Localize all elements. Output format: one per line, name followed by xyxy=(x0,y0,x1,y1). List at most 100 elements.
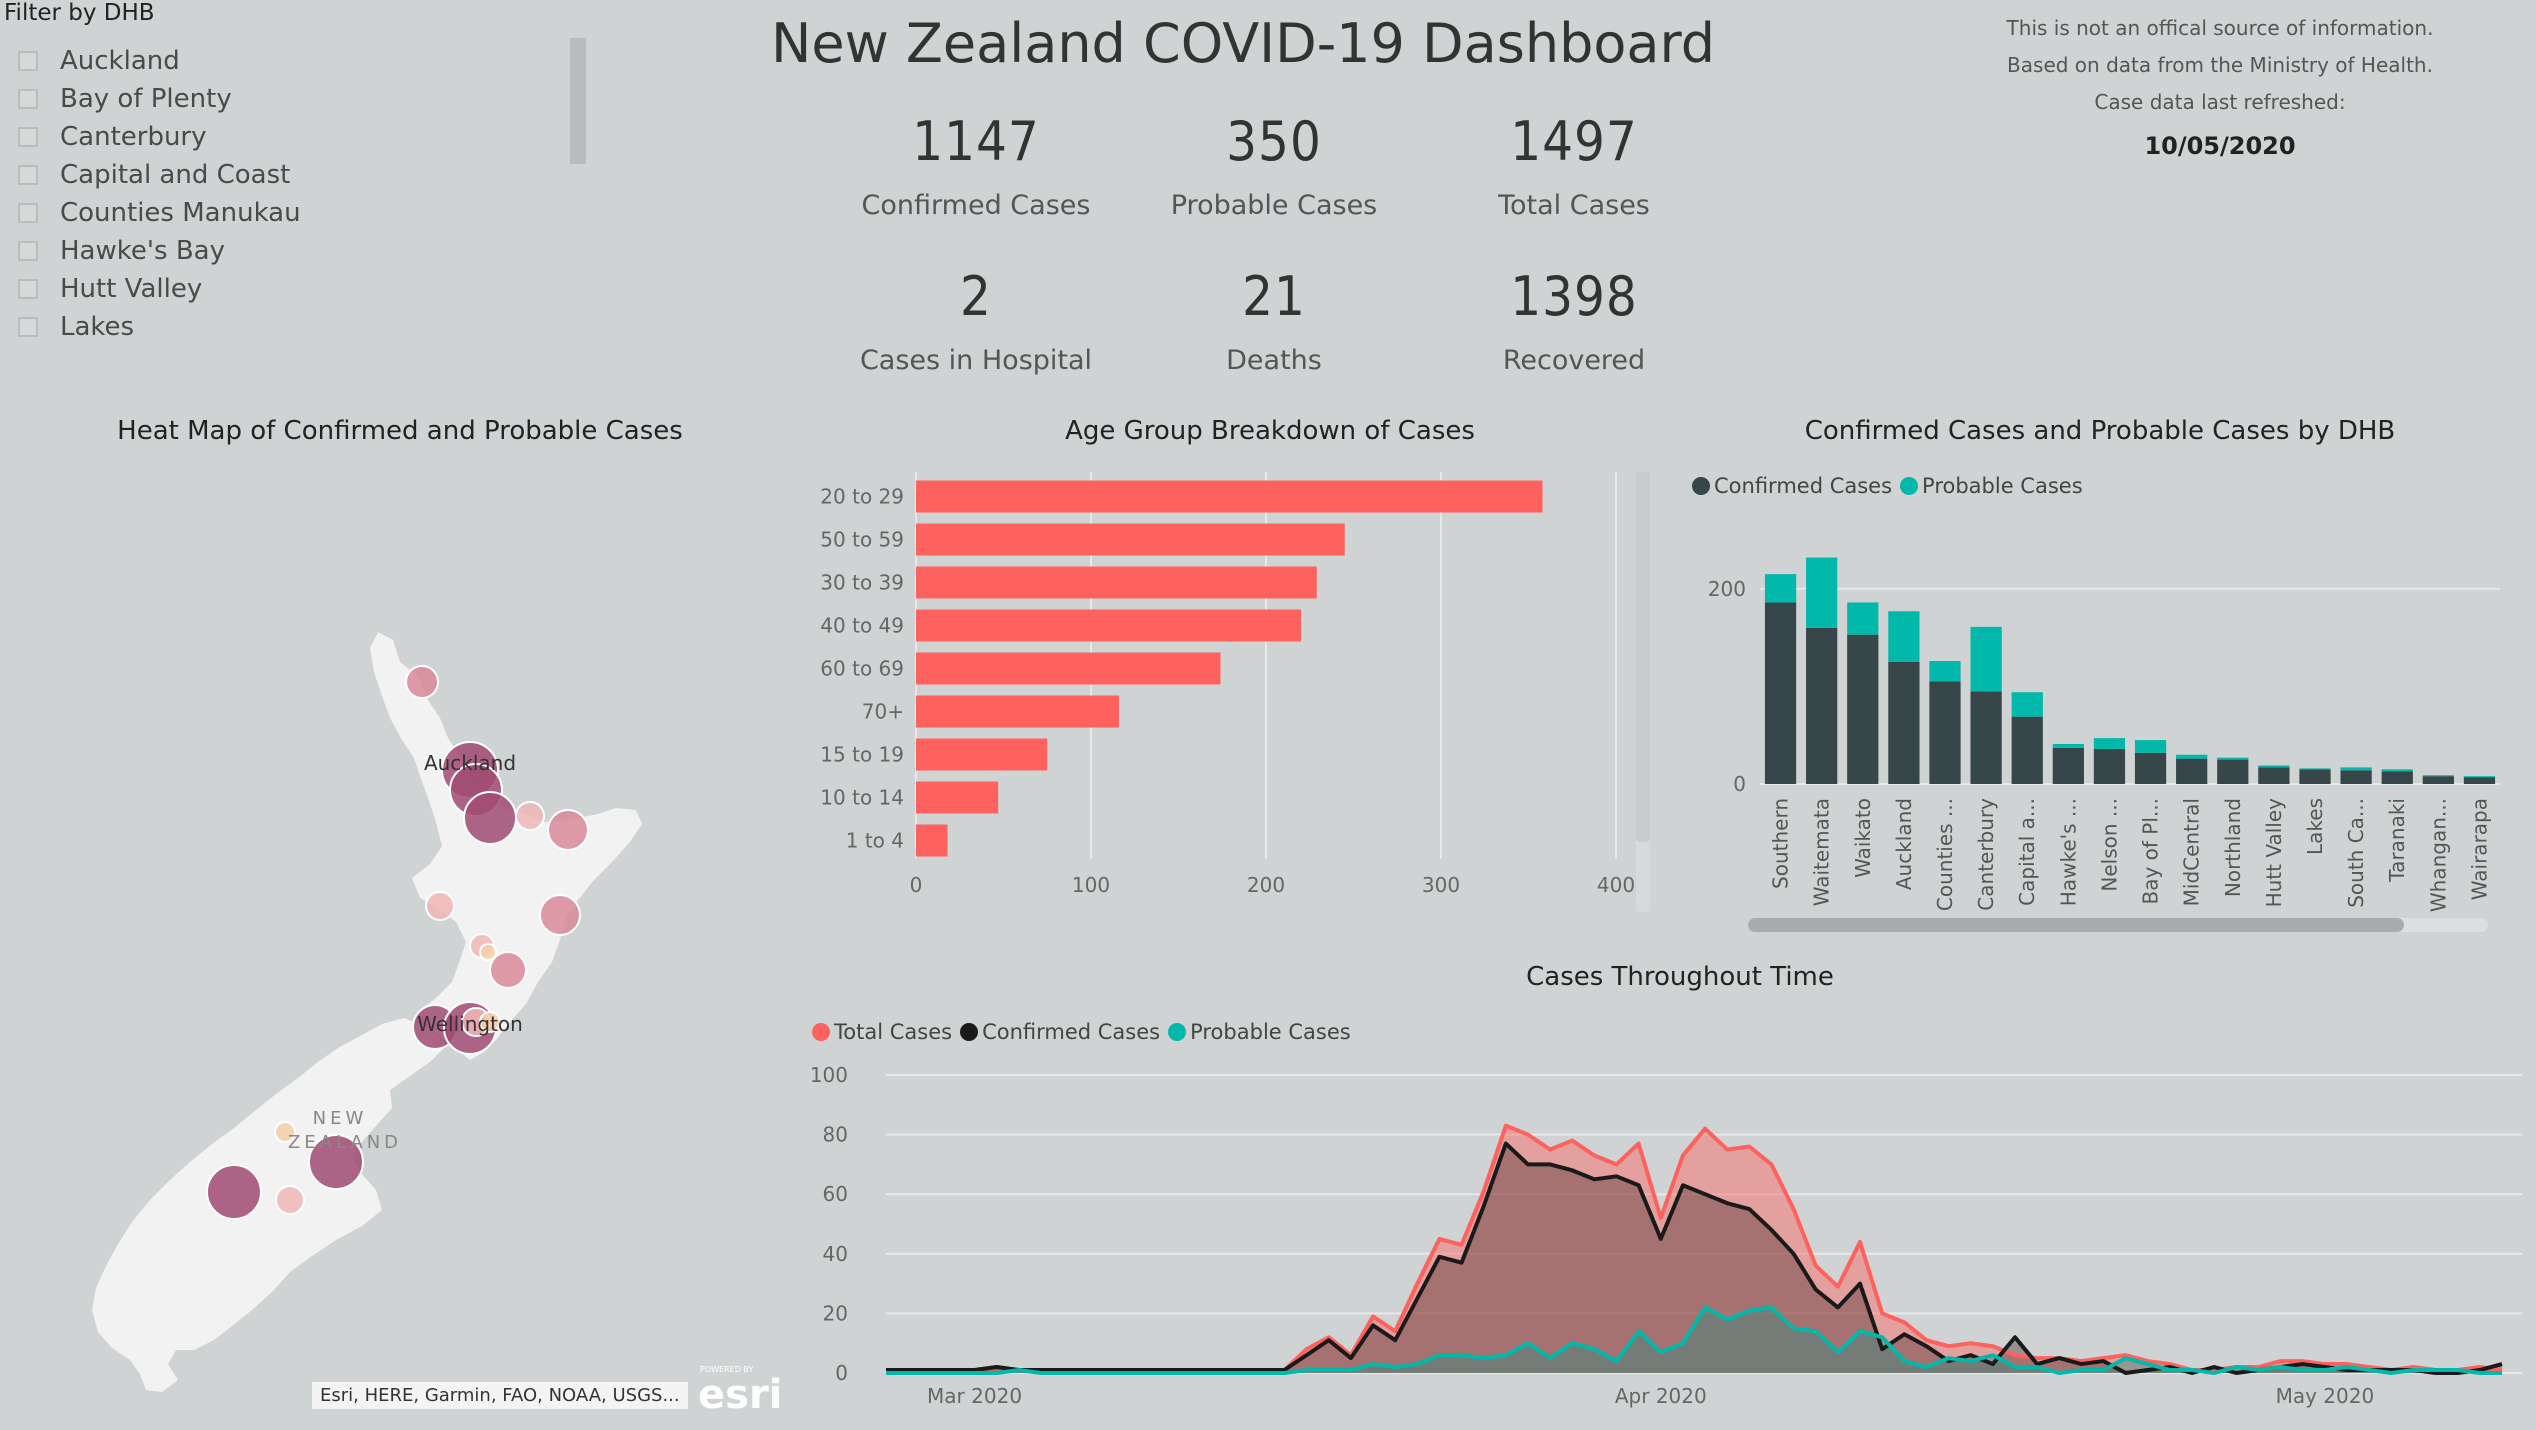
age-bar[interactable] xyxy=(916,566,1317,599)
slicer-item[interactable]: Bay of Plenty xyxy=(18,80,301,118)
age-bar[interactable] xyxy=(916,695,1119,728)
map-bubble[interactable] xyxy=(425,891,455,921)
dhb-bar-confirmed[interactable] xyxy=(1888,662,1920,784)
south-island-shape xyxy=(92,1018,446,1392)
map-bubble[interactable] xyxy=(539,894,581,936)
age-bar[interactable] xyxy=(916,609,1301,642)
map-bubble[interactable] xyxy=(547,809,589,851)
dhb-bar-probable[interactable] xyxy=(2422,775,2454,777)
slicer-checkbox[interactable] xyxy=(18,51,38,71)
age-bar[interactable] xyxy=(916,824,948,857)
dhb-bar-probable[interactable] xyxy=(1970,626,2002,692)
dhb-bar-probable[interactable] xyxy=(2381,769,2413,772)
dhb-slicer: Auckland Bay of Plenty Canterbury Capital a… xyxy=(18,42,301,346)
dhb-bar-probable[interactable] xyxy=(1888,611,1920,662)
dhb-bar-confirmed[interactable] xyxy=(1970,691,2002,784)
age-group-chart[interactable]: 20 to 29 50 to 59 30 to 39 40 to 49 60 to 69… xyxy=(790,460,1670,930)
dhb-bar-probable[interactable] xyxy=(2134,740,2167,753)
slicer-item[interactable]: Lakes xyxy=(18,308,301,346)
time-line-confirmed-cases[interactable] xyxy=(886,1141,2503,1375)
heat-map[interactable]: Auckland Wellington NEW ZEALAND xyxy=(0,600,800,1430)
dhb-category-label: Hutt Valley xyxy=(2262,798,2286,908)
dhb-bar-probable[interactable] xyxy=(2463,776,2496,778)
dhb-chart-legend: Confirmed Cases Probable Cases xyxy=(1692,474,2091,498)
dhb-bar-confirmed[interactable] xyxy=(2134,752,2167,784)
map-bubble[interactable] xyxy=(405,665,439,699)
age-bar[interactable] xyxy=(916,480,1543,513)
slicer-item[interactable]: Capital and Coast xyxy=(18,156,301,194)
slicer-checkbox[interactable] xyxy=(18,317,38,337)
map-bubble[interactable] xyxy=(308,1134,364,1190)
age-category-label: 50 to 59 xyxy=(820,528,904,552)
dhb-bar-confirmed[interactable] xyxy=(1929,681,1961,784)
dhb-bar-probable[interactable] xyxy=(1929,661,1961,682)
age-bar[interactable] xyxy=(916,652,1221,685)
dhb-bar-probable[interactable] xyxy=(2093,738,2126,749)
dhb-bar-confirmed[interactable] xyxy=(2422,776,2454,784)
slicer-checkbox[interactable] xyxy=(18,89,38,109)
age-bar[interactable] xyxy=(916,781,999,814)
dhb-bar-probable[interactable] xyxy=(1764,574,1797,603)
map-bubble[interactable] xyxy=(206,1164,262,1220)
map-bubble[interactable] xyxy=(275,1185,305,1215)
slicer-checkbox[interactable] xyxy=(18,203,38,223)
legend-probable[interactable]: Probable Cases xyxy=(1900,474,2083,498)
dhb-bar-confirmed[interactable] xyxy=(1806,627,1838,784)
dhb-bar-confirmed[interactable] xyxy=(2217,759,2249,784)
slicer-item[interactable]: Canterbury xyxy=(18,118,301,156)
dhb-bar-confirmed[interactable] xyxy=(2176,758,2208,784)
kpi-deaths-label: Deaths xyxy=(1226,345,1322,376)
slicer-scrollbar[interactable] xyxy=(570,38,586,164)
age-x-tick: 400 xyxy=(1597,873,1635,897)
dhb-bar-confirmed[interactable] xyxy=(2011,716,2043,784)
dhb-bar-probable[interactable] xyxy=(2299,768,2331,770)
time-area-total-cases xyxy=(886,1125,2502,1373)
dhb-bar-probable[interactable] xyxy=(2258,765,2290,768)
map-bubble[interactable] xyxy=(479,943,497,961)
slicer-item[interactable]: Hutt Valley xyxy=(18,270,301,308)
time-chart[interactable]: 0 20 40 60 80 100 Mar 2020 Apr 2020 May 2020 xyxy=(800,1060,2536,1430)
slicer-checkbox[interactable] xyxy=(18,241,38,261)
dhb-bar-probable[interactable] xyxy=(2052,743,2084,748)
time-y-tick: 0 xyxy=(835,1361,848,1385)
legend-confirmed-time[interactable]: Confirmed Cases xyxy=(960,1020,1160,1044)
slicer-checkbox[interactable] xyxy=(18,127,38,147)
map-bubble[interactable] xyxy=(489,951,527,989)
slicer-checkbox[interactable] xyxy=(18,279,38,299)
dhb-bar-confirmed[interactable] xyxy=(2299,769,2331,784)
map-bubble[interactable] xyxy=(463,791,517,845)
dhb-chart-scrollbar[interactable] xyxy=(1748,918,2404,932)
dhb-bar-confirmed[interactable] xyxy=(2463,777,2496,784)
dhb-bar-probable[interactable] xyxy=(2217,757,2249,760)
map-bubble[interactable] xyxy=(274,1121,296,1143)
legend-probable-time[interactable]: Probable Cases xyxy=(1168,1020,1351,1044)
slicer-item[interactable]: Hawke's Bay xyxy=(18,232,301,270)
dhb-bar-probable[interactable] xyxy=(1847,602,1879,635)
dhb-bar-confirmed[interactable] xyxy=(2340,770,2372,784)
age-bar[interactable] xyxy=(916,738,1048,771)
dhb-bar-confirmed[interactable] xyxy=(2052,747,2084,784)
legend-confirmed-time-label: Confirmed Cases xyxy=(982,1020,1161,1044)
dhb-bar-confirmed[interactable] xyxy=(1764,602,1797,784)
age-chart-title: Age Group Breakdown of Cases xyxy=(1065,416,1475,446)
map-bubble[interactable] xyxy=(515,801,545,831)
slicer-item[interactable]: Counties Manukau xyxy=(18,194,301,232)
age-bar[interactable] xyxy=(916,523,1345,556)
dhb-bar-probable[interactable] xyxy=(2340,767,2372,771)
legend-total[interactable]: Total Cases xyxy=(812,1020,952,1044)
dhb-bar-probable[interactable] xyxy=(1806,557,1838,628)
map-attribution[interactable]: Esri, HERE, Garmin, FAO, NOAA, USGS... xyxy=(312,1382,688,1409)
dhb-bar-confirmed[interactable] xyxy=(2381,771,2413,784)
dhb-bar-confirmed[interactable] xyxy=(2093,748,2126,784)
map-bubble[interactable] xyxy=(479,1011,501,1033)
time-line-probable-cases[interactable] xyxy=(886,1305,2502,1375)
dhb-bar-probable[interactable] xyxy=(2011,692,2043,717)
dhb-category-label: Lakes xyxy=(2303,798,2327,855)
dhb-bar-confirmed[interactable] xyxy=(2258,767,2290,784)
legend-confirmed[interactable]: Confirmed Cases xyxy=(1692,474,1892,498)
dhb-chart[interactable]: 0 200 Southern Waitemata Waikato Auckland Cou… xyxy=(1680,540,2530,940)
slicer-checkbox[interactable] xyxy=(18,165,38,185)
dhb-bar-confirmed[interactable] xyxy=(1847,634,1879,784)
dhb-bar-probable[interactable] xyxy=(2176,754,2208,759)
slicer-item[interactable]: Auckland xyxy=(18,42,301,80)
